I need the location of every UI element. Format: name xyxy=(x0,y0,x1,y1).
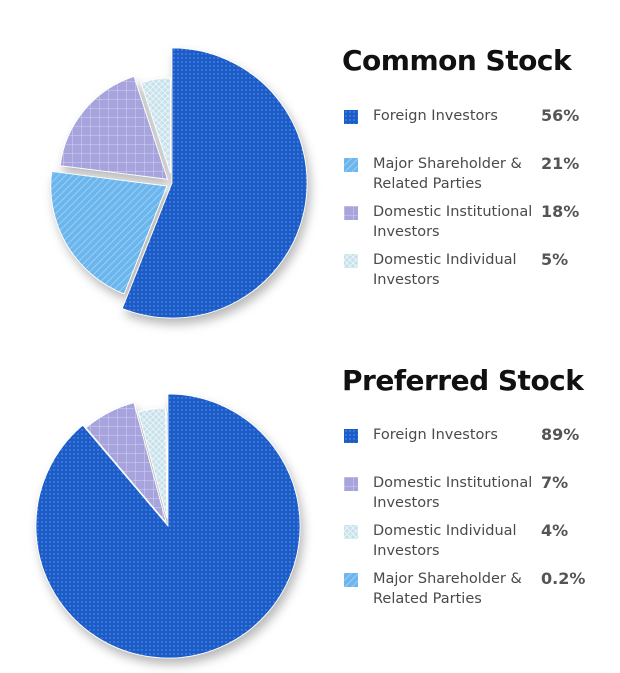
slice-foreign-investors xyxy=(121,47,308,319)
legend-value: 4% xyxy=(541,521,569,540)
slice-domestic-institutional-investors xyxy=(59,75,168,180)
legend-value: 18% xyxy=(541,202,580,221)
legend-label: Major Shareholder & Related Parties xyxy=(373,156,522,192)
legend-item-major-shareholder-and-related-parties: Major Shareholder & Related Parties 21% xyxy=(342,154,602,202)
slice-major-shareholder-and-related-parties xyxy=(166,411,169,517)
legend-swatch xyxy=(344,573,358,587)
legend-item-domestic-institutional-investors: Domestic Institutional Investors 18% xyxy=(342,202,602,250)
legend: Foreign Investors 89% Domestic Institution… xyxy=(342,425,602,617)
legend-label: Domestic Institutional Investors xyxy=(373,475,533,511)
legend-label: Domestic Individual Investors xyxy=(373,252,517,288)
legend-item-domestic-institutional-investors: Domestic Institutional Investors 7% xyxy=(342,473,602,521)
legend-value: 0.2% xyxy=(541,569,586,588)
legend-item-domestic-individual-investors: Domestic Individual Investors 4% xyxy=(342,521,602,569)
legend-swatch xyxy=(344,525,358,539)
legend-value: 7% xyxy=(541,473,569,492)
legend-item-major-shareholder-and-related-parties: Major Shareholder & Related Parties 0.2% xyxy=(342,569,602,617)
legend-label: Foreign Investors xyxy=(373,427,498,443)
legend-label: Foreign Investors xyxy=(373,108,498,124)
legend-label: Major Shareholder & Related Parties xyxy=(373,571,522,607)
legend-swatch xyxy=(344,254,358,268)
pie-chart xyxy=(35,393,301,659)
legend-label: Domestic Institutional Investors xyxy=(373,204,533,240)
common-stock-panel: Common Stock Foreign Investors 56% Major S… xyxy=(0,0,620,336)
legend-item-foreign-investors: Foreign Investors 89% xyxy=(342,425,602,473)
slice-major-shareholder-and-related-parties xyxy=(50,171,168,295)
legend-value: 56% xyxy=(541,106,580,125)
slice-domestic-institutional-investors xyxy=(85,402,167,523)
legend-value: 5% xyxy=(541,250,569,269)
chart-title: Preferred Stock xyxy=(342,364,584,397)
slice-foreign-investors xyxy=(35,393,301,659)
legend-swatch xyxy=(344,429,358,443)
preferred-stock-panel: Preferred Stock Foreign Investors 89% Dome… xyxy=(0,336,620,673)
pie-chart xyxy=(50,47,308,319)
legend: Foreign Investors 56% Major Shareholder & … xyxy=(342,106,602,298)
legend-value: 21% xyxy=(541,154,580,173)
legend-value: 89% xyxy=(541,425,580,444)
legend-swatch xyxy=(344,158,358,172)
legend-item-domestic-individual-investors: Domestic Individual Investors 5% xyxy=(342,250,602,298)
slice-domestic-individual-investors xyxy=(140,77,171,174)
legend-swatch xyxy=(344,477,358,491)
legend-label: Domestic Individual Investors xyxy=(373,523,517,559)
legend-item-foreign-investors: Foreign Investors 56% xyxy=(342,106,602,154)
chart-title: Common Stock xyxy=(342,44,572,77)
legend-swatch xyxy=(344,110,358,124)
slice-domestic-individual-investors xyxy=(137,407,168,519)
legend-swatch xyxy=(344,206,358,220)
